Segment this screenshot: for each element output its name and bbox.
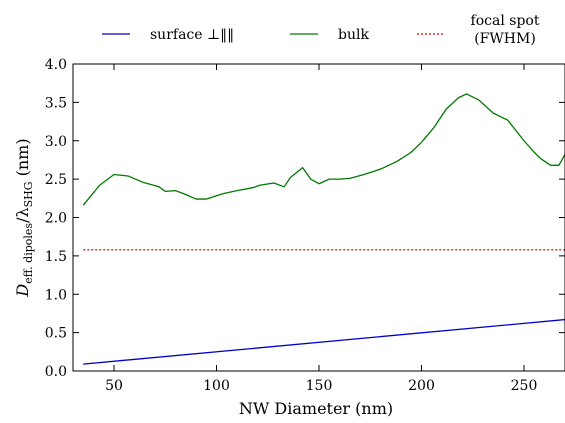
y-axis-title-part-0: D <box>13 284 32 298</box>
x-tick-label-4: 250 <box>511 378 538 394</box>
y-axis-title: Deff. dipoles/λSHG (nm) <box>13 138 35 297</box>
legend-label-line-0-0: surface ⊥‖‖ <box>150 27 234 43</box>
y-tick-label-8: 4.0 <box>45 57 67 73</box>
legend-label-line-2-1: (FWHM) <box>474 31 536 47</box>
legend-label-0: surface ⊥‖‖ <box>150 27 234 43</box>
y-axis-title-part-3: SHG <box>22 181 35 207</box>
x-tick-label-2: 150 <box>306 378 333 394</box>
plot-area <box>82 93 565 365</box>
legend-label-line-1-0: bulk <box>338 27 369 43</box>
y-tick-label-6: 3.0 <box>45 134 67 150</box>
y-tick-label-1: 0.5 <box>45 326 67 342</box>
y-tick-label-5: 2.5 <box>45 172 67 188</box>
x-tick-label-0: 50 <box>105 378 123 394</box>
x-axis-title: NW Diameter (nm) <box>239 399 393 418</box>
legend-label-line-2-0: focal spot <box>471 13 540 29</box>
y-axis-title-part-1: eff. dipoles <box>22 223 35 284</box>
x-tick-label-3: 200 <box>408 378 435 394</box>
legend: surface ⊥‖‖ bulk focal spot (FWHM) <box>102 13 540 47</box>
axes: 50 100 150 200 250 0.0 0.5 1.0 1.5 2.0 2.5 3.0 3.5 4.… <box>13 57 565 418</box>
series-line-0 <box>83 318 565 365</box>
x-tick-label-1: 100 <box>203 378 230 394</box>
y-tick-label-4: 2.0 <box>45 211 67 227</box>
legend-label-1: bulk <box>338 27 369 43</box>
y-tick-label-3: 1.5 <box>45 249 67 265</box>
y-axis-title-part-4: (nm) <box>13 138 32 181</box>
axes-frame <box>72 63 565 372</box>
legend-label-2: focal spot (FWHM) <box>471 13 540 47</box>
series-line-1 <box>82 93 565 206</box>
y-tick-label-2: 1.0 <box>45 287 67 303</box>
y-axis-title-part-2: /λ <box>13 207 32 223</box>
y-tick-label-0: 0.0 <box>45 364 67 380</box>
y-tick-label-7: 3.5 <box>45 95 67 111</box>
